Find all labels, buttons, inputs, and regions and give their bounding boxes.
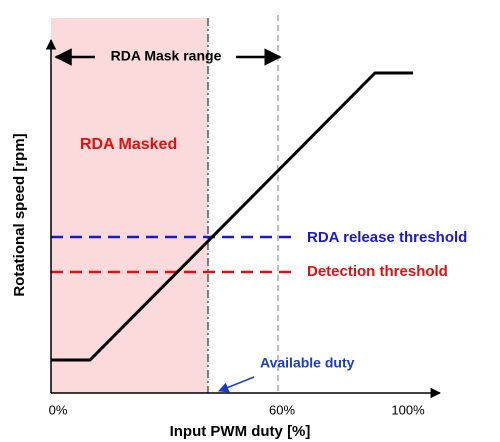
- x-tick-label: 100%: [391, 402, 425, 417]
- y-axis-label: Rotational speed [rpm]: [11, 133, 28, 296]
- masked-region: [51, 18, 208, 393]
- x-tick-label: 60%: [269, 402, 295, 417]
- x-axis-label: Input PWM duty [%]: [170, 423, 311, 440]
- x-tick-label: 0%: [49, 402, 68, 417]
- release-threshold-label: RDA release threshold: [307, 229, 467, 246]
- speed-curve: [51, 71, 413, 362]
- detection-threshold-label: Detection threshold: [307, 263, 448, 280]
- mask-range-label: RDA Mask range: [111, 48, 222, 64]
- available-duty-label: Available duty: [260, 355, 355, 371]
- masked-label: RDA Masked: [80, 136, 177, 153]
- available-duty-arrow: [218, 376, 255, 393]
